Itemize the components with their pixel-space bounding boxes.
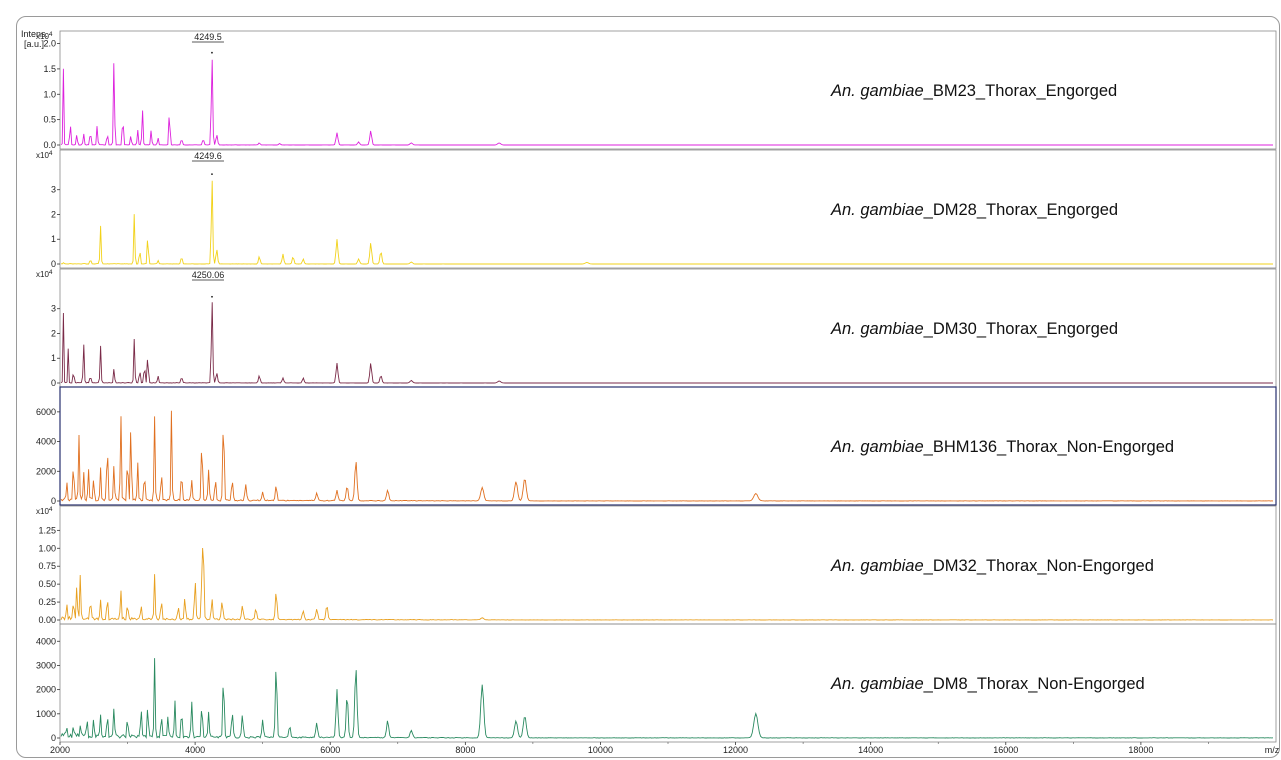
spectrum-panel-5: 0 1000 2000 3000 4000 An. gambiae_DM8_Thorax_… <box>36 623 1277 743</box>
peak-label: 4249.6 <box>194 151 222 161</box>
spectrum-line <box>60 547 1274 621</box>
y-multiplier: x104 <box>36 150 53 160</box>
x-tick-label: 14000 <box>858 745 883 755</box>
x-axis: 2000 4000 6000 8000 10000 12000 14000 16000 1800… <box>50 742 1280 755</box>
y-tick-label: 1000 <box>36 709 56 719</box>
y-tick-label: 0.0 <box>43 140 56 150</box>
sample-label: An. gambiae_DM30_Thorax_Engorged <box>830 320 1118 338</box>
x-tick-label: 16000 <box>993 745 1018 755</box>
panel-frame <box>59 30 1277 150</box>
y-tick-label: 2000 <box>36 685 56 695</box>
peak-label: 4249.5 <box>194 32 222 42</box>
x-tick-label: 18000 <box>1128 745 1153 755</box>
y-tick-label: 0 <box>51 378 56 388</box>
y-tick-label: 0 <box>51 733 56 743</box>
y-tick-label: 2 <box>51 328 56 338</box>
y-multiplier: x104 <box>36 506 53 516</box>
x-tick-label: 10000 <box>588 745 613 755</box>
spectrum-panel-4: 0.00 0.25 0.50 0.75 1.00 1.25 x104 An. gambiae_… <box>36 505 1277 625</box>
y-tick-label: 2000 <box>36 466 56 476</box>
y-tick-label: 4000 <box>36 437 56 447</box>
y-tick-label: 1.5 <box>43 64 56 74</box>
y-tick-label: 1.0 <box>43 89 56 99</box>
y-tick-label: 2.0 <box>43 39 56 49</box>
peak-marker <box>211 295 213 298</box>
sample-label: An. gambiae_DM28_Thorax_Engorged <box>830 201 1118 219</box>
y-tick-label: 1 <box>51 353 56 363</box>
y-tick-label: 0.75 <box>38 561 56 571</box>
x-tick-label: 12000 <box>723 745 748 755</box>
spectrum-line <box>60 59 1273 146</box>
panel-frame <box>59 149 1277 269</box>
spectrum-line <box>60 658 1274 740</box>
x-tick-label: 4000 <box>185 745 205 755</box>
y-tick-label: 3000 <box>36 660 56 670</box>
y-multiplier: x104 <box>36 269 53 279</box>
y-tick-label: 0.25 <box>38 597 56 607</box>
spectrum-line <box>60 410 1274 503</box>
x-tick-label: 6000 <box>320 745 340 755</box>
sample-label: An. gambiae_DM8_Thorax_Non-Engorged <box>830 675 1145 693</box>
spectrum-line <box>60 180 1273 265</box>
peak-label: 4250.06 <box>192 270 225 280</box>
sample-label: An. gambiae_BM23_Thorax_Engorged <box>830 82 1117 100</box>
y-tick-label: 2 <box>51 209 56 219</box>
y-tick-label: 4000 <box>36 636 56 646</box>
sample-label: An. gambiae_BHM136_Thorax_Non-Engorged <box>830 438 1174 456</box>
peak-marker <box>211 173 213 175</box>
y-tick-label: 0.00 <box>38 615 56 625</box>
peak-marker <box>211 51 213 54</box>
y-axis-unit: [a.u.] <box>24 39 44 49</box>
y-tick-label: 0.50 <box>38 579 56 589</box>
panel-frame <box>59 386 1277 506</box>
y-axis-title: Intens. <box>21 29 48 39</box>
spectrum-line <box>60 302 1273 384</box>
y-tick-label: 0 <box>51 259 56 269</box>
y-tick-label: 1.00 <box>38 543 56 553</box>
y-tick-label: 0 <box>51 496 56 506</box>
y-tick-label: 3 <box>51 185 56 195</box>
x-tick-label: 8000 <box>455 745 475 755</box>
y-tick-label: 0.5 <box>43 115 56 125</box>
y-tick-label: 1.25 <box>38 525 56 535</box>
spectrum-panel-2: 0 1 2 3 x104 4250.06 An. gambiae_DM30_Thorax_E… <box>36 268 1277 388</box>
spectrum-panel-1: 0 1 2 3 x104 4249.6 An. gambiae_DM28_Thorax_En… <box>36 149 1277 269</box>
y-tick-label: 3 <box>51 304 56 314</box>
x-axis-unit: m/z <box>1265 745 1280 755</box>
y-tick-label: 1 <box>51 234 56 244</box>
spectrum-panel-3: 0 2000 4000 6000 An. gambiae_BHM136_Thorax_N… <box>36 386 1277 506</box>
y-multiplier: x104 <box>36 31 53 41</box>
x-tick-label: 2000 <box>50 745 70 755</box>
y-tick-label: 6000 <box>36 407 56 417</box>
sample-label: An. gambiae_DM32_Thorax_Non-Engorged <box>830 557 1154 575</box>
